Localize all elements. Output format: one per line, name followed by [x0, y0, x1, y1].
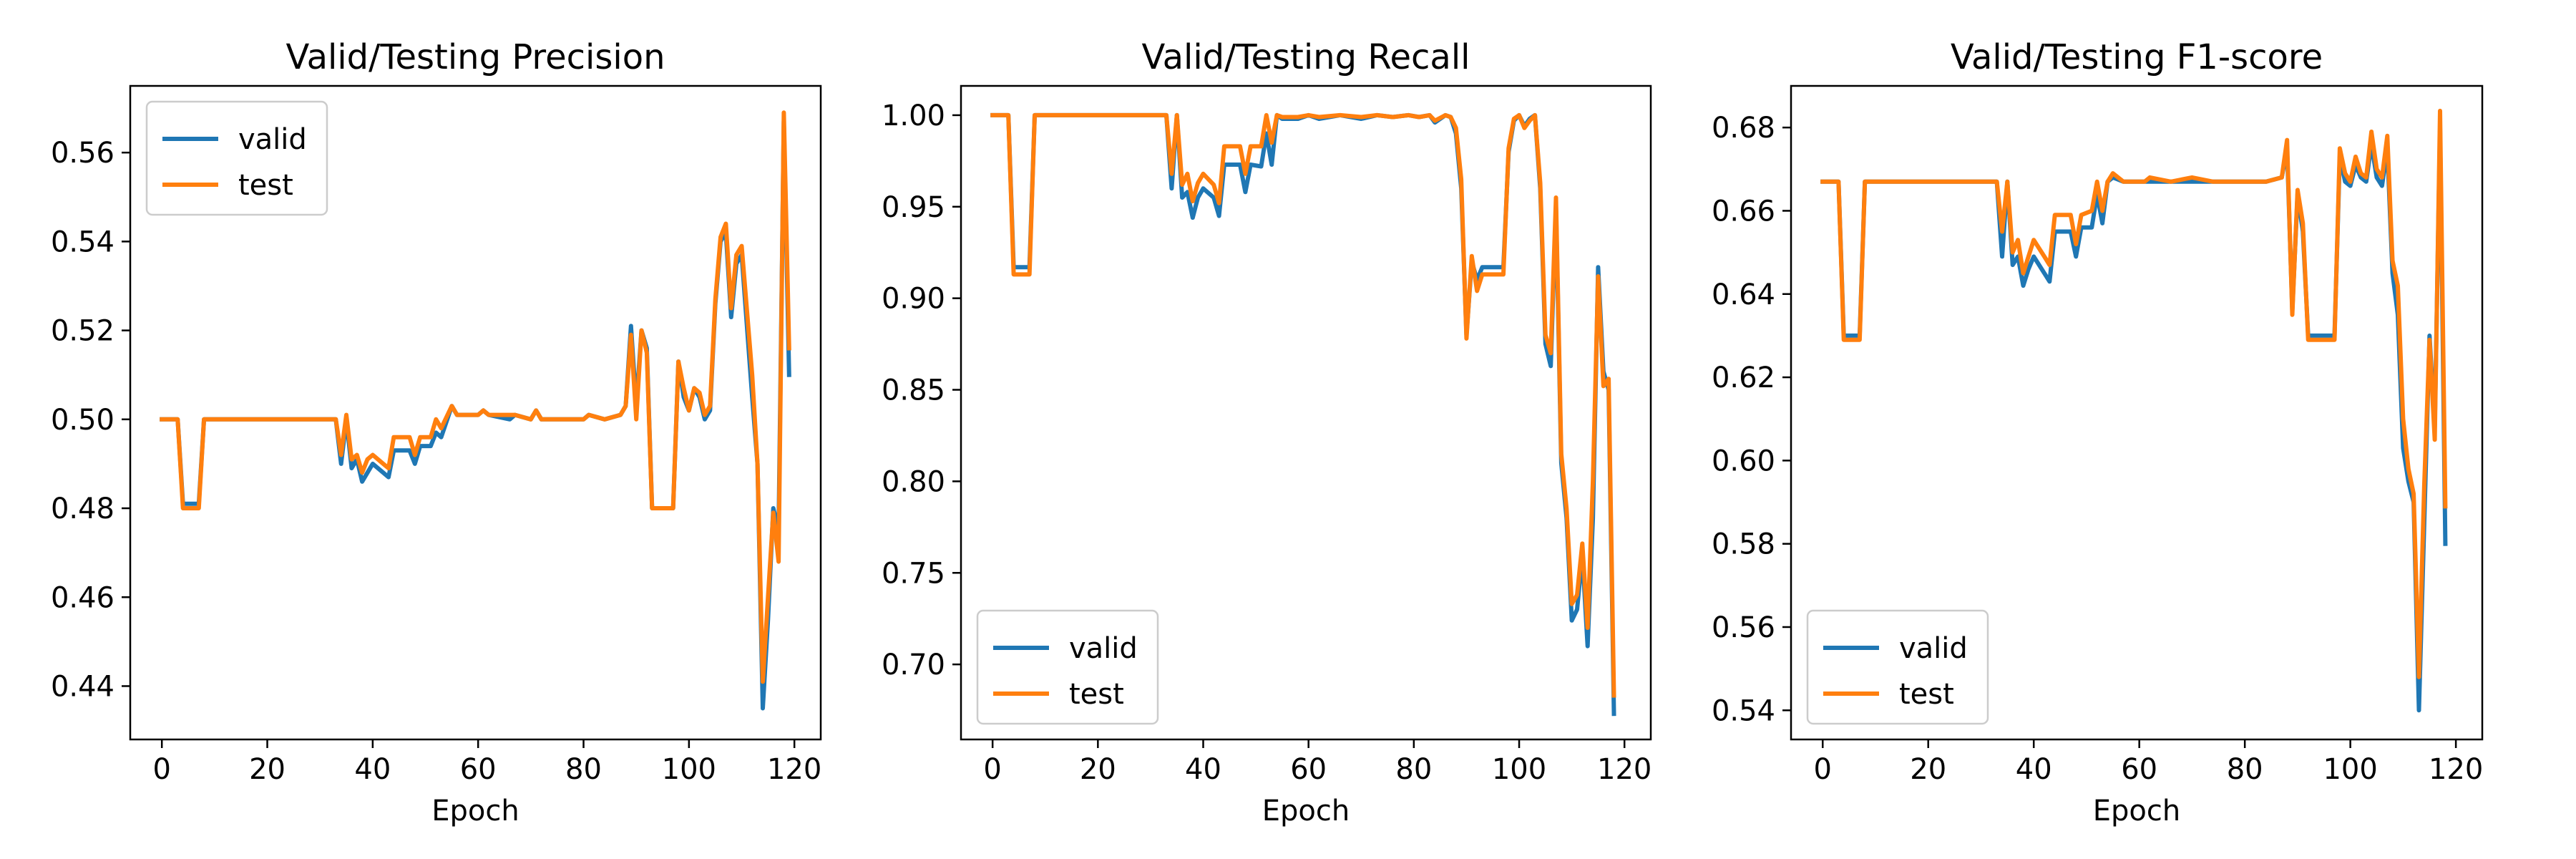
x-tick-label: 80: [565, 753, 602, 786]
chart-title: Valid/Testing F1-score: [1951, 37, 2323, 77]
y-tick-label: 0.52: [51, 315, 114, 348]
y-tick-label: 0.46: [51, 581, 114, 614]
series-line-test: [1820, 108, 2448, 679]
y-tick-label: 0.90: [882, 283, 945, 316]
plot-frame: [960, 84, 1652, 741]
legend-label-test: test: [238, 169, 293, 202]
y-tick-label: 0.95: [882, 191, 945, 224]
y-tick-label: 0.66: [1712, 195, 1775, 228]
chart-panel-valid-testing-f1-score: 0 20 40 60 80 100 120 0.54 0.56 0.58 0.60 0.62 0.64 0…: [1712, 37, 2483, 828]
chart-panel-valid-testing-recall: 0 20 40 60 80 100 120 0.70 0.75 0.80 0.85 0.90 0.95 1…: [882, 37, 1652, 828]
y-tick-label: 0.56: [51, 137, 114, 170]
y-tick-label: 0.60: [1712, 445, 1775, 477]
y-tick-label: 0.56: [1712, 611, 1775, 644]
x-axis-label: Epoch: [2093, 795, 2180, 828]
legend: valid test: [976, 609, 1159, 725]
y-tick-label: 0.54: [51, 225, 114, 258]
x-tick-label: 40: [1185, 753, 1221, 786]
x-tick-label: 60: [1290, 753, 1327, 786]
series-line-test: [990, 112, 1616, 698]
x-tick-label: 0: [152, 753, 170, 786]
x-tick-label: 20: [1080, 753, 1116, 786]
legend: valid test: [145, 100, 328, 216]
x-tick-label: 120: [767, 753, 821, 786]
plot-frame: [129, 84, 822, 741]
x-tick-label: 100: [1492, 753, 1546, 786]
series-line-test: [160, 110, 791, 684]
legend-label-valid: valid: [238, 123, 307, 156]
x-tick-label: 100: [662, 753, 716, 786]
legend-box: [1806, 609, 1989, 725]
y-tick-label: 0.85: [882, 374, 945, 407]
legend-label-valid: valid: [1069, 632, 1138, 665]
x-axis-label: Epoch: [1262, 795, 1350, 828]
y-tick-label: 0.62: [1712, 361, 1775, 394]
y-tick-label: 0.80: [882, 465, 945, 498]
legend-box: [976, 609, 1159, 725]
x-tick-label: 60: [460, 753, 497, 786]
plot-frame: [1790, 84, 2484, 741]
x-tick-label: 80: [1395, 753, 1432, 786]
y-tick-label: 0.48: [51, 492, 114, 525]
legend-box: [145, 100, 328, 216]
y-tick-label: 0.44: [51, 670, 114, 703]
y-tick-label: 0.75: [882, 557, 945, 590]
x-tick-label: 60: [2121, 753, 2157, 786]
x-tick-label: 120: [2429, 753, 2483, 786]
x-tick-label: 20: [1910, 753, 1946, 786]
y-tick-label: 0.58: [1712, 528, 1775, 561]
y-tick-label: 0.68: [1712, 112, 1775, 145]
chart-panel-valid-testing-precision: 0 20 40 60 80 100 120 0.44 0.46 0.48 0.50 0.52 0.54 0…: [51, 37, 821, 828]
y-tick-label: 0.50: [51, 404, 114, 437]
x-axis-label: Epoch: [431, 795, 519, 828]
chart-title: Valid/Testing Recall: [1141, 37, 1470, 77]
y-tick-label: 0.70: [882, 649, 945, 681]
chart-title: Valid/Testing Precision: [286, 37, 665, 77]
x-tick-label: 0: [1814, 753, 1832, 786]
x-tick-label: 40: [2016, 753, 2052, 786]
legend-label-test: test: [1069, 678, 1124, 711]
x-tick-label: 80: [2227, 753, 2263, 786]
x-tick-label: 0: [983, 753, 1001, 786]
x-tick-label: 120: [1597, 753, 1652, 786]
x-tick-label: 100: [2323, 753, 2377, 786]
x-tick-label: 40: [354, 753, 391, 786]
y-tick-label: 0.54: [1712, 694, 1775, 727]
legend: valid test: [1806, 609, 1989, 725]
legend-label-test: test: [1899, 678, 1954, 711]
x-tick-label: 20: [249, 753, 286, 786]
y-tick-label: 0.64: [1712, 278, 1775, 311]
legend-label-valid: valid: [1899, 632, 1968, 665]
y-tick-label: 1.00: [882, 100, 945, 132]
